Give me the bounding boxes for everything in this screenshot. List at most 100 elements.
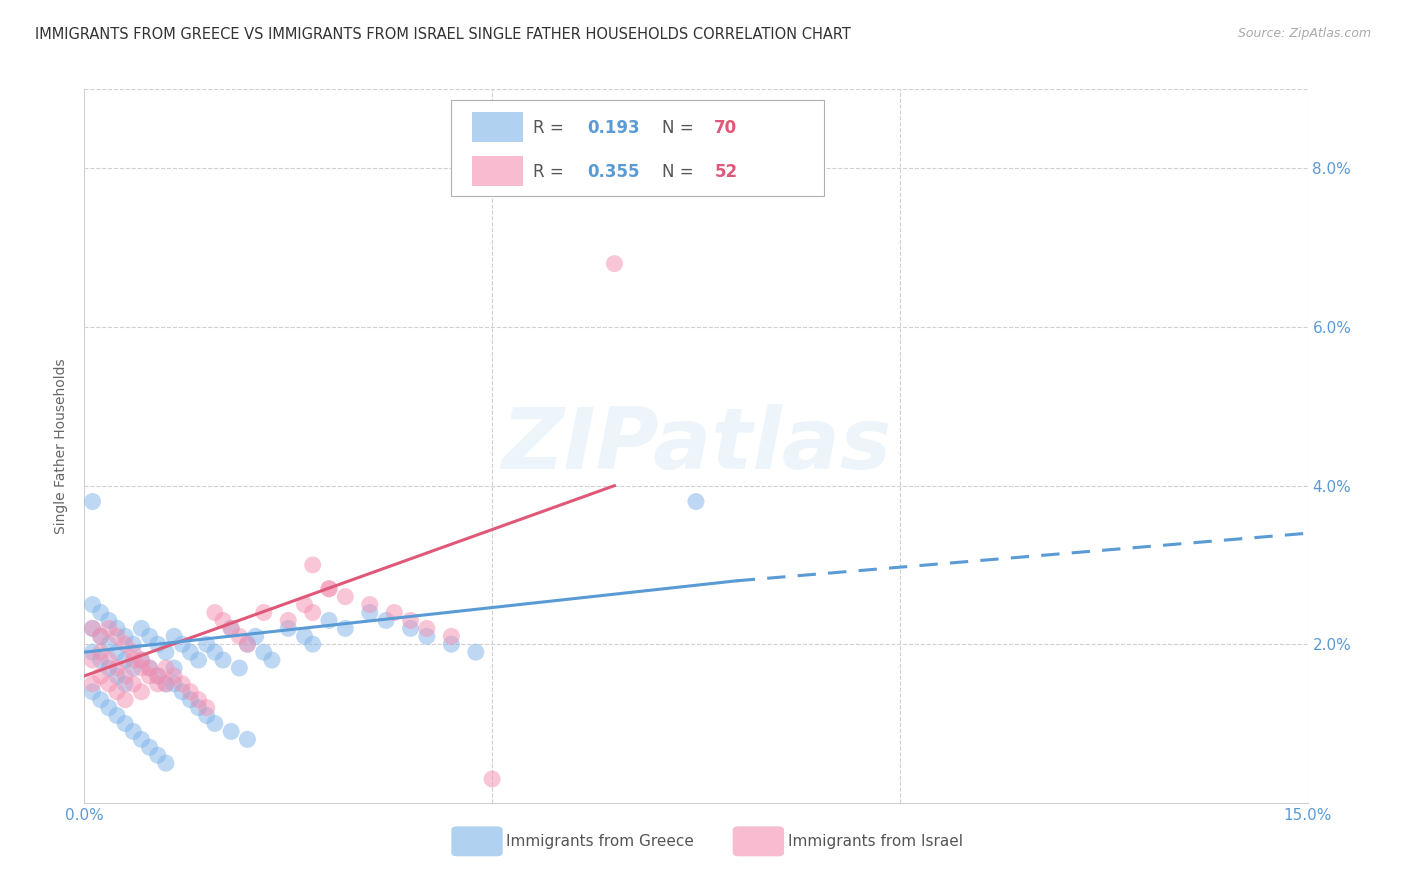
- FancyBboxPatch shape: [451, 826, 503, 856]
- Point: [359, 606, 381, 620]
- Point: [90, 692, 112, 706]
- Text: Immigrants from Greece: Immigrants from Greece: [506, 834, 695, 849]
- Point: [114, 637, 136, 651]
- Point: [90, 629, 112, 643]
- Point: [163, 661, 186, 675]
- Point: [155, 645, 177, 659]
- Point: [219, 621, 242, 635]
- Point: [146, 637, 169, 651]
- Point: [90, 645, 112, 659]
- Point: [146, 748, 169, 763]
- Point: [464, 645, 486, 659]
- Point: [172, 637, 194, 651]
- Point: [122, 637, 145, 651]
- Point: [603, 257, 626, 271]
- Point: [114, 677, 136, 691]
- Point: [155, 756, 177, 771]
- Point: [114, 716, 136, 731]
- Point: [172, 677, 194, 691]
- Point: [97, 653, 120, 667]
- Point: [90, 606, 112, 620]
- Point: [204, 716, 226, 731]
- Point: [685, 494, 707, 508]
- Point: [114, 653, 136, 667]
- Point: [105, 645, 128, 659]
- Point: [163, 669, 186, 683]
- Point: [195, 708, 218, 723]
- Point: [97, 637, 120, 651]
- FancyBboxPatch shape: [733, 826, 785, 856]
- Point: [294, 598, 316, 612]
- Point: [301, 558, 323, 572]
- Point: [359, 598, 381, 612]
- Text: 70: 70: [714, 119, 737, 136]
- Point: [155, 677, 177, 691]
- Y-axis label: Single Father Households: Single Father Households: [55, 359, 69, 533]
- Point: [146, 669, 169, 683]
- Point: [179, 692, 201, 706]
- Point: [82, 653, 104, 667]
- Point: [146, 669, 169, 683]
- Point: [375, 614, 398, 628]
- Point: [122, 653, 145, 667]
- Text: Immigrants from Israel: Immigrants from Israel: [787, 834, 963, 849]
- Point: [97, 661, 120, 675]
- Point: [382, 606, 405, 620]
- Point: [301, 606, 323, 620]
- Point: [416, 621, 439, 635]
- Point: [82, 621, 104, 635]
- Point: [131, 621, 153, 635]
- Point: [146, 677, 169, 691]
- Point: [122, 677, 145, 691]
- Point: [105, 669, 128, 683]
- Point: [440, 637, 463, 651]
- Point: [138, 629, 160, 643]
- Point: [219, 621, 242, 635]
- Point: [236, 637, 259, 651]
- Point: [399, 614, 422, 628]
- Point: [131, 653, 153, 667]
- Point: [195, 700, 218, 714]
- Point: [245, 629, 267, 643]
- Point: [204, 645, 226, 659]
- Point: [114, 629, 136, 643]
- Point: [131, 661, 153, 675]
- Point: [114, 692, 136, 706]
- Point: [301, 637, 323, 651]
- Point: [236, 637, 259, 651]
- Point: [187, 692, 209, 706]
- Point: [481, 772, 503, 786]
- Point: [82, 685, 104, 699]
- Point: [82, 645, 104, 659]
- Point: [155, 677, 177, 691]
- Point: [138, 669, 160, 683]
- Point: [114, 669, 136, 683]
- Point: [131, 685, 153, 699]
- Point: [82, 621, 104, 635]
- Point: [187, 700, 209, 714]
- Point: [122, 661, 145, 675]
- Point: [212, 614, 235, 628]
- Point: [97, 614, 120, 628]
- Point: [219, 724, 242, 739]
- Text: R =: R =: [533, 162, 569, 180]
- Point: [187, 653, 209, 667]
- Point: [277, 614, 299, 628]
- Point: [105, 661, 128, 675]
- Point: [294, 629, 316, 643]
- Point: [97, 621, 120, 635]
- Point: [122, 724, 145, 739]
- Point: [318, 582, 340, 596]
- Text: 0.355: 0.355: [588, 162, 640, 180]
- Point: [105, 629, 128, 643]
- Point: [179, 645, 201, 659]
- Point: [105, 621, 128, 635]
- Point: [131, 653, 153, 667]
- Point: [105, 685, 128, 699]
- Point: [122, 645, 145, 659]
- Point: [163, 677, 186, 691]
- Text: ZIPatlas: ZIPatlas: [501, 404, 891, 488]
- Point: [97, 700, 120, 714]
- Point: [335, 590, 357, 604]
- Point: [236, 732, 259, 747]
